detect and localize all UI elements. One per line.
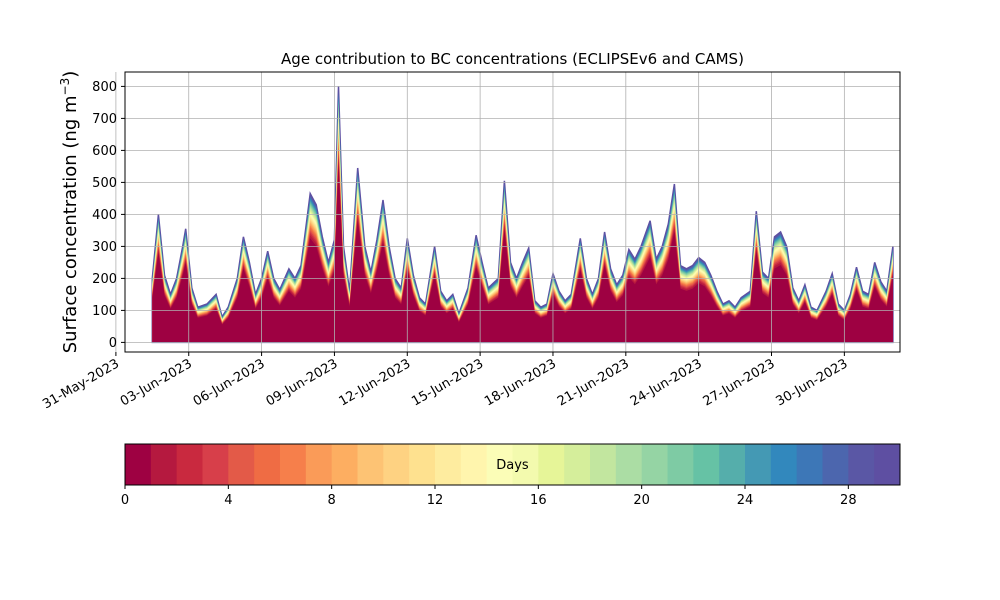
colorbar-cell bbox=[564, 444, 591, 485]
colorbar-cell bbox=[874, 444, 901, 485]
y-tick-label: 700 bbox=[92, 112, 117, 127]
colorbar-cell bbox=[435, 444, 462, 485]
x-tick-label: 24-Jun-2023 bbox=[628, 356, 705, 409]
y-tick-label: 800 bbox=[92, 80, 117, 95]
colorbar-cell bbox=[667, 444, 694, 485]
colorbar-cell bbox=[125, 444, 152, 485]
x-tick-label: 31-May-2023 bbox=[40, 356, 122, 412]
colorbar-cell bbox=[409, 444, 436, 485]
colorbar-cell bbox=[150, 444, 178, 485]
colorbar-cell bbox=[745, 444, 772, 485]
y-tick-label: 0 bbox=[109, 336, 117, 351]
colorbar-cell bbox=[254, 444, 281, 485]
x-tick-label: 18-Jun-2023 bbox=[482, 356, 559, 409]
colorbar-cell bbox=[280, 444, 307, 485]
colorbar-tick-label: 20 bbox=[633, 493, 650, 508]
y-axis-label: Surface concentration (ng m−3) bbox=[58, 71, 81, 354]
plot-frame bbox=[124, 71, 901, 353]
colorbar-cell bbox=[228, 444, 255, 485]
colorbar-tick-label: 12 bbox=[427, 493, 444, 508]
y-axis-ticks: 0 100 200 300 400 500 600 700 800 bbox=[92, 80, 125, 351]
x-tick-label: 03-Jun-2023 bbox=[118, 356, 195, 409]
colorbar-cell bbox=[331, 444, 358, 485]
x-axis-ticks: 31-May-202303-Jun-202306-Jun-202309-Jun-… bbox=[40, 352, 850, 412]
x-tick-label: 30-Jun-2023 bbox=[774, 356, 851, 409]
colorbar-cell bbox=[512, 444, 539, 485]
colorbar: Days 0 4 8 12 16 20 24 28 bbox=[121, 443, 901, 508]
colorbar-cell bbox=[693, 444, 720, 485]
colorbar-cell bbox=[796, 444, 823, 485]
colorbar-cell bbox=[641, 444, 668, 485]
age-layer-1 bbox=[152, 163, 893, 343]
colorbar-tick-label: 24 bbox=[737, 493, 754, 508]
colorbar-cell bbox=[770, 444, 798, 485]
colorbar-tick-label: 0 bbox=[121, 493, 129, 508]
colorbar-cell bbox=[822, 444, 849, 485]
y-axis-label-main: Surface concentration (ng m bbox=[60, 95, 81, 353]
y-tick-label: 200 bbox=[92, 272, 117, 287]
y-tick-label: 300 bbox=[92, 240, 117, 255]
colorbar-cell bbox=[615, 444, 643, 485]
x-tick-label: 21-Jun-2023 bbox=[555, 356, 632, 409]
x-tick-label: 12-Jun-2023 bbox=[336, 356, 413, 409]
colorbar-ticks: 0 4 8 12 16 20 24 28 bbox=[121, 485, 857, 508]
colorbar-cell bbox=[848, 444, 875, 485]
x-tick-label: 15-Jun-2023 bbox=[409, 356, 486, 409]
colorbar-cell bbox=[538, 444, 565, 485]
colorbar-frame bbox=[124, 443, 901, 486]
chart-title: Age contribution to BC concentrations (E… bbox=[281, 50, 744, 68]
colorbar-tick-label: 8 bbox=[328, 493, 336, 508]
colorbar-cell bbox=[202, 444, 229, 485]
grid-lines bbox=[115, 72, 900, 352]
colorbar-tick-label: 4 bbox=[224, 493, 232, 508]
colorbar-cell bbox=[590, 444, 617, 485]
x-tick-label: 06-Jun-2023 bbox=[191, 356, 268, 409]
x-tick-label: 09-Jun-2023 bbox=[264, 356, 341, 409]
x-tick-label: 27-Jun-2023 bbox=[701, 356, 778, 409]
y-tick-label: 100 bbox=[92, 304, 117, 319]
colorbar-cell bbox=[357, 444, 384, 485]
colorbar-cell bbox=[486, 444, 513, 485]
y-axis-label-close: ) bbox=[60, 71, 81, 78]
colorbar-cell bbox=[383, 444, 410, 485]
y-tick-label: 400 bbox=[92, 208, 117, 223]
age-layers bbox=[151, 86, 894, 344]
colorbar-label: Days bbox=[496, 458, 529, 473]
colorbar-cell bbox=[460, 444, 488, 485]
colorbar-tick-label: 16 bbox=[530, 493, 547, 508]
colorbar-cell bbox=[719, 444, 746, 485]
y-axis-label-exponent: −3 bbox=[58, 78, 72, 96]
colorbar-tick-label: 28 bbox=[840, 493, 857, 508]
colorbar-cell bbox=[176, 444, 203, 485]
y-tick-label: 500 bbox=[92, 176, 117, 191]
colorbar-cell bbox=[305, 444, 333, 485]
plot-area: 0 100 200 300 400 500 600 700 800 31-May-202303-… bbox=[40, 71, 901, 412]
colorbar-cells bbox=[125, 444, 901, 485]
y-tick-label: 600 bbox=[92, 144, 117, 159]
